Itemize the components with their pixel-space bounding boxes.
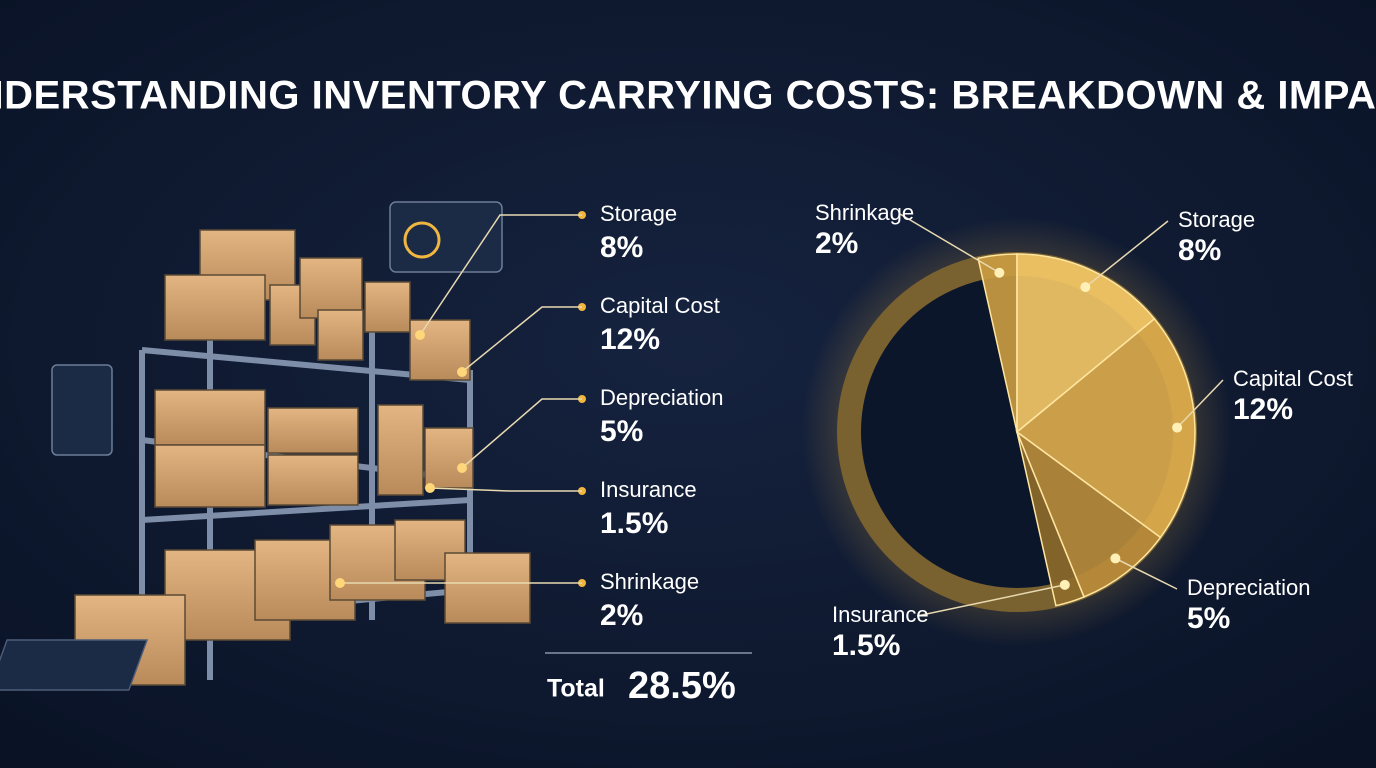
slice-dot [1059,579,1070,590]
pie [899,213,1224,617]
slice-value: 12% [1233,393,1293,426]
list-value: 8% [600,231,643,264]
slice-name: Capital Cost [1233,366,1353,391]
total-label: Total [547,675,605,703]
leader-line [1115,557,1178,590]
leader-line [899,213,1000,274]
chart-title: UNDERSTANDING INVENTORY CARRYING COSTS: … [0,74,1376,118]
leader-line [429,487,582,492]
slice-name: Depreciation [1187,575,1311,600]
slice-value: 2% [815,227,858,260]
slice-value: 8% [1178,234,1221,267]
list-name: Capital Cost [600,293,720,318]
leader-line [419,214,582,336]
slice-name: Storage [1178,207,1255,232]
pie-slice [1015,429,1162,598]
list-value: 12% [600,323,660,356]
total-value: 28.5% [628,665,736,707]
list-name: Depreciation [600,385,724,410]
leader-dot [425,483,435,493]
leader-dot [457,367,467,377]
list-value: 5% [600,415,643,448]
slice-dot [994,267,1005,278]
list-name: Insurance [600,477,697,502]
slice-value: 5% [1187,602,1230,635]
leader-dot [335,578,345,588]
slice-name: Shrinkage [815,200,914,225]
leader-line [1176,379,1224,429]
leader-line [461,306,582,373]
pie-slice [1016,431,1085,607]
leader-line [1084,220,1169,288]
leader-dot [415,330,425,340]
leader-line [916,584,1065,617]
slice-dot [1110,553,1121,564]
list-name: Shrinkage [600,569,699,594]
pie-slice [1015,317,1196,539]
pie-slice [1016,253,1156,434]
list-value: 1.5% [600,507,668,540]
list-value: 2% [600,599,643,632]
slice-dot [1172,422,1183,433]
list-name: Storage [600,201,677,226]
slice-dot [1080,282,1091,293]
leader-line [461,398,582,469]
slice-name: Insurance [832,602,929,627]
slice-value: 1.5% [832,629,900,662]
leader-dot [457,463,467,473]
